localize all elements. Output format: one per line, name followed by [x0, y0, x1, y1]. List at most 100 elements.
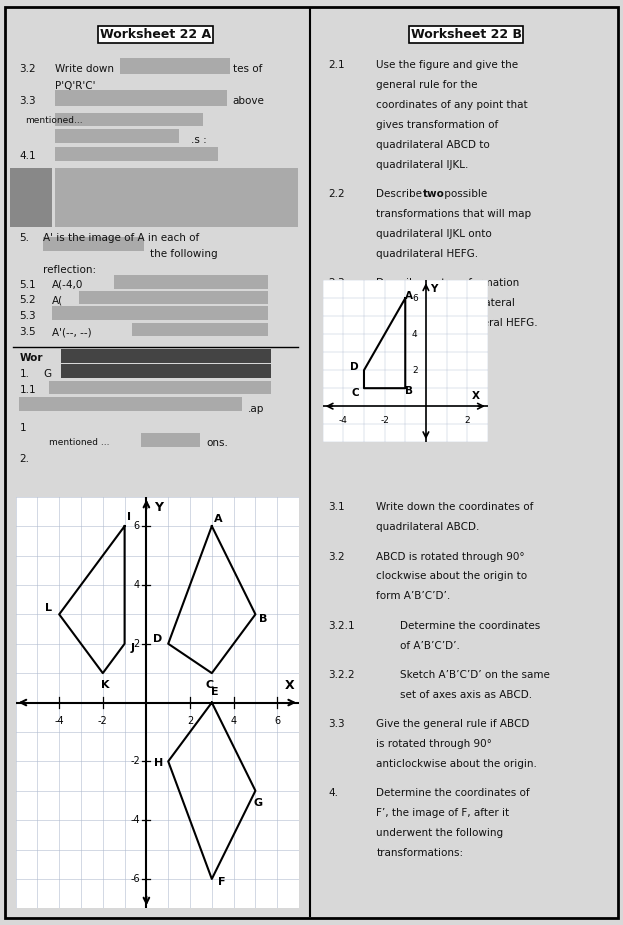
Bar	[78, 290, 269, 304]
Text: coordinates of any point that: coordinates of any point that	[376, 100, 528, 110]
Text: form A’B’C’D’.: form A’B’C’D’.	[376, 591, 450, 601]
Text: 6: 6	[412, 294, 417, 302]
Text: P'Q'R'C': P'Q'R'C'	[55, 81, 95, 91]
Text: Describe: Describe	[376, 278, 426, 288]
Text: 3.2.1: 3.2.1	[328, 621, 355, 631]
Text: A'(--, --): A'(--, --)	[52, 327, 92, 337]
Text: 2.3: 2.3	[328, 278, 345, 288]
Text: A(: A(	[52, 295, 63, 305]
Text: 2.1: 2.1	[328, 60, 345, 70]
Text: 6: 6	[274, 716, 280, 726]
Text: 5.2: 5.2	[19, 295, 36, 305]
Text: X: X	[285, 679, 295, 692]
Text: A: A	[214, 513, 222, 524]
Text: X: X	[472, 391, 480, 401]
Text: 3.: 3.	[328, 347, 338, 357]
Text: gives transformation of: gives transformation of	[376, 120, 498, 130]
Text: Worksheet 22 A: Worksheet 22 A	[100, 29, 211, 42]
Text: A(-4,0: A(-4,0	[52, 280, 83, 290]
Text: 5.: 5.	[19, 233, 29, 242]
Text: ABCD is rotated through 90°: ABCD is rotated through 90°	[376, 551, 525, 561]
Text: 5.1: 5.1	[19, 280, 36, 290]
Text: 5.3: 5.3	[19, 311, 36, 321]
Bar	[61, 349, 272, 363]
Text: quadrilateral IJKL onto: quadrilateral IJKL onto	[376, 229, 492, 239]
Text: G: G	[253, 798, 262, 808]
Text: above: above	[233, 95, 265, 105]
Text: anticlockwise about the origin.: anticlockwise about the origin.	[376, 758, 537, 769]
Text: J: J	[130, 643, 134, 653]
Text: Y: Y	[154, 501, 163, 514]
Bar	[55, 147, 218, 161]
Text: 3.1: 3.1	[328, 502, 345, 512]
Text: mentioned ...: mentioned ...	[49, 438, 110, 447]
Text: 3.3: 3.3	[19, 95, 36, 105]
Bar	[52, 306, 269, 320]
Text: Write down the coordinates of: Write down the coordinates of	[376, 502, 534, 512]
Text: Determine the coordinates of: Determine the coordinates of	[376, 788, 530, 797]
Text: 4: 4	[412, 329, 417, 339]
Text: -4: -4	[54, 716, 64, 726]
Text: -2: -2	[380, 416, 389, 426]
Text: Describe: Describe	[376, 189, 426, 199]
Text: 2.: 2.	[19, 454, 29, 464]
Text: 3.3: 3.3	[328, 719, 345, 729]
Text: A' is the image of A in each of: A' is the image of A in each of	[43, 233, 199, 242]
Text: -6: -6	[130, 874, 140, 884]
Text: 3.5: 3.5	[19, 327, 36, 337]
Text: reflection:: reflection:	[43, 265, 96, 276]
Text: underwent the following: underwent the following	[376, 828, 503, 838]
Text: F’, the image of F, after it: F’, the image of F, after it	[376, 808, 510, 818]
Text: transformation: transformation	[439, 278, 520, 288]
Text: -4: -4	[339, 416, 348, 426]
Text: D: D	[350, 362, 359, 372]
Text: L: L	[45, 603, 52, 613]
Text: transformations that will map: transformations that will map	[376, 209, 531, 219]
Text: of A’B’C’D’.: of A’B’C’D’.	[400, 640, 460, 650]
Text: quadrilateral HEFG.: quadrilateral HEFG.	[376, 249, 478, 259]
Text: Give the general rule if ABCD: Give the general rule if ABCD	[376, 719, 530, 729]
Bar	[49, 381, 272, 394]
Text: G: G	[43, 369, 51, 379]
Bar	[120, 58, 230, 74]
Text: A: A	[405, 291, 413, 302]
Text: 1: 1	[19, 423, 26, 433]
Text: set of axes axis as ABCD.: set of axes axis as ABCD.	[400, 689, 532, 699]
Bar	[141, 434, 200, 447]
Text: 2: 2	[187, 716, 193, 726]
Bar	[114, 276, 269, 289]
Text: -2: -2	[130, 757, 140, 766]
Bar	[55, 168, 298, 228]
Text: K: K	[101, 680, 109, 690]
Text: B: B	[259, 614, 267, 623]
Text: B: B	[405, 387, 413, 397]
Text: 1.1: 1.1	[19, 386, 36, 395]
Text: D: D	[153, 635, 162, 645]
Bar	[132, 323, 269, 336]
Text: 3.2: 3.2	[19, 64, 36, 74]
Text: 4: 4	[231, 716, 237, 726]
Text: 3.2.2: 3.2.2	[328, 670, 355, 680]
Text: C: C	[352, 388, 359, 398]
Text: Y: Y	[430, 284, 437, 294]
Text: 4: 4	[134, 580, 140, 590]
Text: E: E	[211, 687, 219, 697]
Text: quadrilateral IJKL.: quadrilateral IJKL.	[376, 160, 468, 170]
Text: transformations:: transformations:	[376, 847, 464, 857]
Text: 2: 2	[464, 416, 470, 426]
Text: tes of: tes of	[233, 64, 262, 74]
Text: 1.: 1.	[19, 369, 29, 379]
Text: clockwise about the origin to: clockwise about the origin to	[376, 572, 528, 582]
Text: that will map quadrilateral: that will map quadrilateral	[376, 298, 515, 308]
Bar	[55, 113, 203, 127]
Text: Write down: Write down	[55, 64, 114, 74]
Text: one: one	[422, 278, 444, 288]
Text: is rotated through 90°: is rotated through 90°	[376, 739, 492, 748]
Text: quadrilateral ABCD to: quadrilateral ABCD to	[376, 140, 490, 150]
Text: F: F	[218, 877, 226, 887]
Text: C: C	[206, 680, 214, 690]
Text: ons.: ons.	[206, 438, 228, 448]
Text: 2: 2	[412, 365, 417, 375]
Bar	[61, 364, 272, 378]
Text: 3.2: 3.2	[328, 551, 345, 561]
